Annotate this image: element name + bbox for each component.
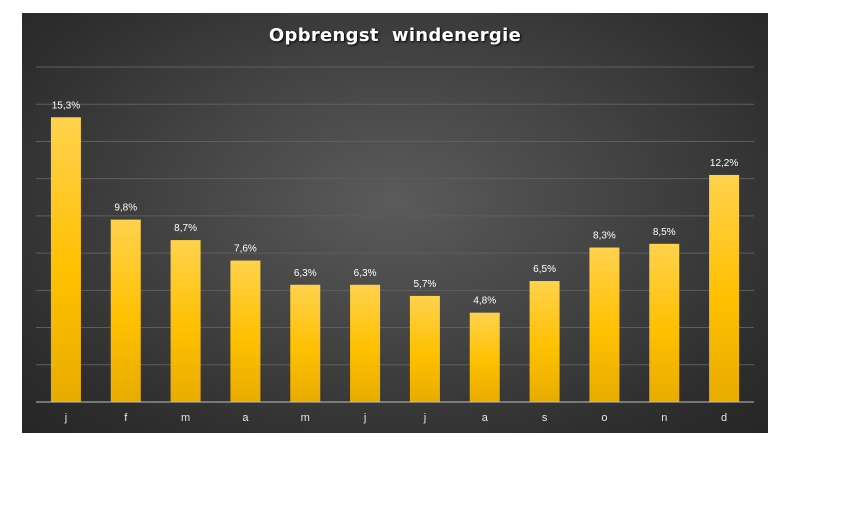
bar-o-10 — [589, 247, 620, 402]
data-label: 6,3% — [354, 268, 377, 279]
x-tick-label: d — [721, 412, 727, 424]
data-label: 8,5% — [653, 227, 676, 238]
data-label: 5,7% — [414, 279, 437, 290]
data-label: 9,8% — [114, 203, 137, 214]
bar-d-12 — [709, 174, 740, 402]
chart-frame: Opbrengst windenergie 15,3% 9,8% 8,7% 7,6% 6… — [22, 13, 768, 433]
bar-j-7 — [409, 295, 440, 402]
bars — [50, 117, 740, 402]
x-tick-label: a — [242, 412, 249, 424]
data-label: 6,3% — [294, 268, 317, 279]
bar-f-2 — [110, 219, 141, 402]
gridlines — [36, 66, 754, 366]
x-tick-label: j — [64, 412, 67, 424]
x-tick-label: f — [124, 412, 128, 424]
bar-n-11 — [649, 243, 680, 402]
x-tick-label: m — [301, 412, 310, 424]
data-label: 15,3% — [52, 100, 80, 111]
data-label: 8,3% — [593, 231, 616, 242]
data-label: 7,6% — [234, 244, 257, 255]
bar-m-5 — [290, 284, 321, 402]
chart-plot-area: 15,3% 9,8% 8,7% 7,6% 6,3% 6,3% 5,7% 4,8% 6,5% 8,3… — [36, 66, 754, 424]
data-label: 12,2% — [710, 158, 738, 169]
x-tick-label: j — [363, 412, 366, 424]
bar-a-8 — [469, 312, 500, 402]
data-label: 8,7% — [174, 223, 197, 234]
data-label: 6,5% — [533, 264, 556, 275]
bar-a-4 — [230, 260, 261, 402]
x-tick-label: n — [661, 412, 667, 424]
x-tick-label: o — [601, 412, 607, 424]
x-tick-label: j — [423, 412, 426, 424]
x-tick-label: s — [542, 412, 548, 424]
x-tick-label: a — [482, 412, 489, 424]
bar-m-3 — [170, 240, 201, 402]
data-labels: 15,3% 9,8% 8,7% 7,6% 6,3% 6,3% 5,7% 4,8% 6,5% 8,3… — [52, 100, 739, 306]
x-tick-label: m — [181, 412, 190, 424]
bar-s-9 — [529, 281, 560, 402]
chart-title: Opbrengst windenergie — [268, 25, 522, 46]
data-label: 4,8% — [473, 296, 496, 307]
bar-j-6 — [350, 284, 381, 402]
bar-j-1 — [50, 117, 81, 402]
